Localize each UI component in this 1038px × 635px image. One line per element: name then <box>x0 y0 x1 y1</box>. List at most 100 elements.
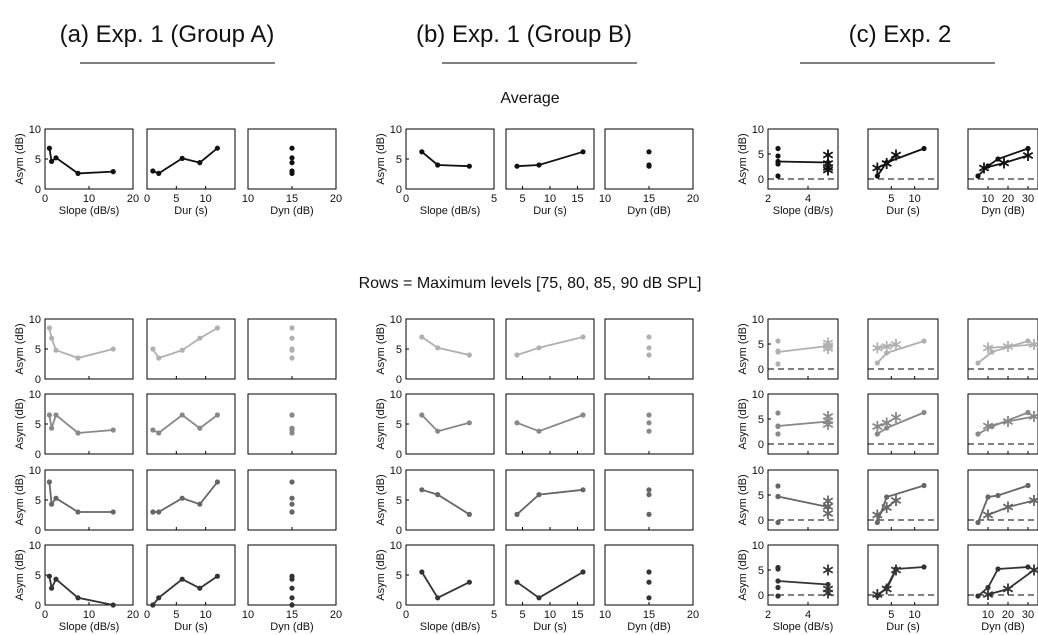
series-line <box>516 414 584 433</box>
data-point <box>289 602 295 608</box>
rows-label: Rows = Maximum levels [75, 80, 85, 90 dB… <box>359 275 702 292</box>
data-point <box>179 347 185 353</box>
data-point <box>775 584 781 591</box>
data-point <box>884 494 890 500</box>
x-tick-label: 5 <box>519 193 525 205</box>
data-point <box>775 578 781 584</box>
x-tick-label: 0 <box>403 609 409 621</box>
data-point <box>179 412 185 418</box>
data-point <box>646 428 652 434</box>
axes-frame <box>405 128 495 190</box>
x-tick-label: 0 <box>144 609 150 621</box>
data-point <box>214 479 220 485</box>
x-tick-label: 20 <box>1002 193 1014 205</box>
star-marker-stroke-2 <box>822 509 834 518</box>
data-point <box>989 349 995 355</box>
data-point <box>289 160 295 166</box>
axes-frame <box>767 393 839 455</box>
data-point <box>580 149 586 155</box>
data-point <box>975 519 981 526</box>
axes-frame <box>767 128 839 190</box>
data-point <box>921 145 927 152</box>
data-point <box>874 173 880 179</box>
y-axis-label: Asym (dB) <box>375 398 387 449</box>
axes-frame <box>405 544 495 606</box>
axes-frame <box>405 318 495 380</box>
y-tick-label: 0 <box>758 364 764 376</box>
star-marker-stroke-2 <box>982 590 994 599</box>
y-axis-label: Asym (dB) <box>14 398 26 449</box>
y-tick-label: 5 <box>35 154 41 166</box>
data-point <box>419 149 425 155</box>
x-axis-label: Slope (dB/s) <box>59 205 120 217</box>
data-point <box>646 163 652 169</box>
y-tick-label: 5 <box>35 495 41 507</box>
data-point <box>46 145 53 151</box>
axes-frame <box>505 128 595 190</box>
data-point <box>156 170 162 176</box>
data-point <box>775 593 781 599</box>
subplot-b-85-dB-SPL-1 <box>505 469 595 531</box>
star-marker-stroke-2 <box>1028 566 1038 574</box>
subplot-a-75-dB-SPL-1 <box>146 318 236 380</box>
data-point <box>646 511 652 517</box>
series-line <box>421 151 470 168</box>
data-point <box>975 593 981 599</box>
data-point <box>197 585 203 591</box>
star-marker-stroke-2 <box>1002 585 1014 593</box>
subplot-b-80-dB-SPL-1 <box>505 393 595 455</box>
data-point <box>179 155 185 161</box>
x-axis-label: Dyn (dB) <box>981 205 1024 217</box>
data-point <box>975 360 981 366</box>
data-point <box>49 585 55 591</box>
data-point <box>646 579 652 585</box>
axes-frame <box>967 128 1038 190</box>
data-point <box>46 479 53 485</box>
data-point <box>53 347 59 353</box>
axes-frame <box>967 393 1038 455</box>
axes-frame <box>867 318 939 380</box>
y-tick-label: 0 <box>396 449 402 461</box>
x-tick-label: 15 <box>571 193 583 205</box>
y-tick-label: 5 <box>396 344 402 356</box>
x-tick-label: 10 <box>242 193 254 205</box>
data-point <box>53 412 59 418</box>
y-tick-label: 10 <box>752 465 764 477</box>
axes-frame <box>867 393 939 455</box>
star-marker-stroke-2 <box>1028 341 1038 349</box>
data-point <box>197 160 203 166</box>
data-point <box>53 576 59 582</box>
data-point <box>536 345 542 351</box>
x-tick-label: 10 <box>200 193 212 205</box>
subplot-b-75-dB-SPL-2 <box>604 318 694 380</box>
data-point <box>75 430 81 436</box>
data-point <box>646 345 652 351</box>
data-point <box>156 509 162 515</box>
subplot-a-80-dB-SPL-2 <box>247 393 337 455</box>
data-point <box>466 163 472 169</box>
y-tick-label: 10 <box>29 540 41 552</box>
data-point <box>580 569 586 575</box>
data-point <box>921 482 927 489</box>
axes-frame <box>247 393 337 455</box>
star-marker-stroke-2 <box>822 589 834 597</box>
series-line <box>977 566 1029 597</box>
series-line <box>777 420 829 427</box>
data-point <box>289 335 295 341</box>
data-point <box>156 595 162 601</box>
x-tick-label: 30 <box>1022 193 1034 205</box>
y-tick-label: 5 <box>396 495 402 507</box>
star-marker-stroke-2 <box>881 503 892 512</box>
x-tick-label: 15 <box>286 193 298 205</box>
x-axis-label: Dur (s) <box>533 205 567 217</box>
subplot-c-85-dB-SPL-2 <box>967 469 1038 531</box>
subplot-b-80-dB-SPL-2 <box>604 393 694 455</box>
series-line <box>777 160 829 164</box>
data-point <box>75 509 81 515</box>
y-tick-label: 0 <box>758 439 764 451</box>
